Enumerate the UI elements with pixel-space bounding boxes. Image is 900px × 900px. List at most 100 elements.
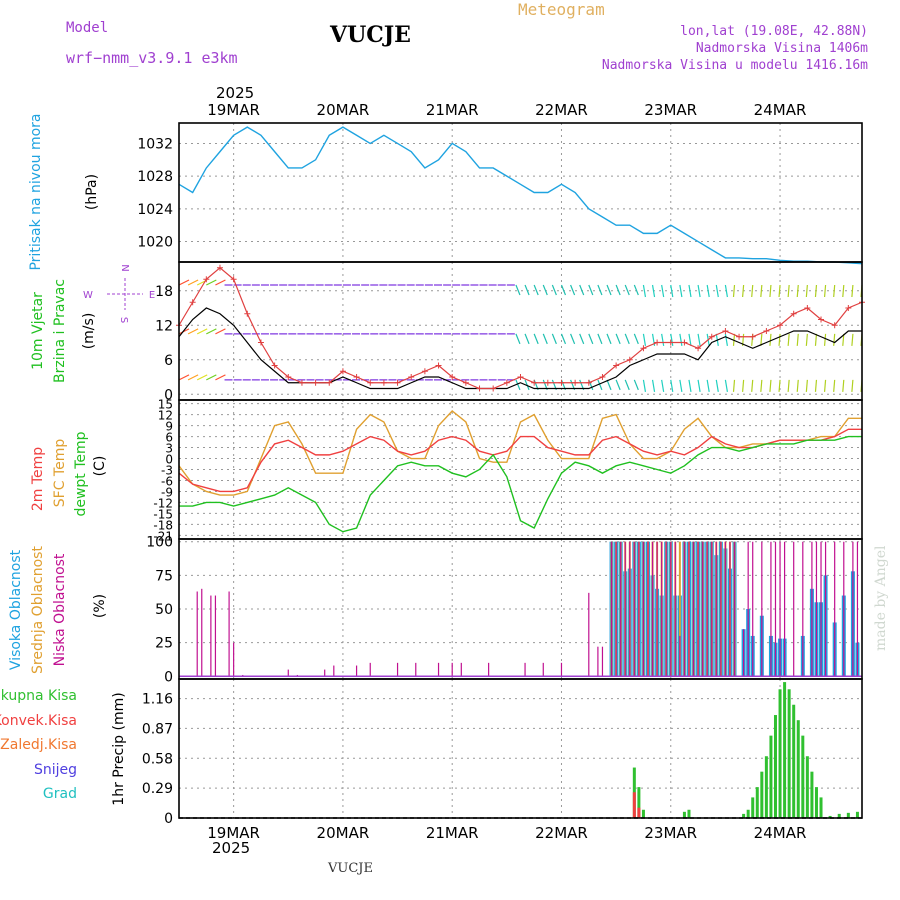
wind-speed-marker-26	[531, 379, 538, 386]
precip-total-bar-19	[805, 756, 809, 818]
ytick-label-wind-2: 12	[155, 318, 173, 334]
wind-speed-marker-25	[517, 374, 524, 380]
wind-vector-0-146	[842, 379, 845, 392]
wind-vector-2-78	[533, 284, 539, 296]
wind-vector-1-88	[579, 333, 585, 345]
precip-total-bar-2	[641, 809, 645, 818]
wind-speed-marker-38	[695, 345, 702, 352]
wind-vector-2-126	[751, 284, 754, 298]
precip-total-bar-14	[783, 682, 787, 818]
wind-speed-marker-14	[367, 379, 374, 386]
precip-total-bar-13	[778, 689, 782, 818]
wind-vector-2-114	[697, 284, 701, 298]
wind-vector-2-138	[805, 284, 808, 298]
wind-vector-0-128	[760, 379, 763, 392]
station-title: VUCJE	[330, 22, 411, 48]
wind-vector-2-116	[706, 284, 710, 298]
wind-speed-marker-4	[230, 276, 237, 283]
wind-vector-0-126	[751, 379, 754, 392]
wind-speed-marker-24	[503, 379, 510, 386]
precip-total-bar-4	[687, 809, 691, 818]
wind-vector-2-110	[679, 284, 683, 298]
wind-speed-marker-42	[749, 333, 756, 340]
cloud-high-axis-label: Visoka Oblacnost	[8, 549, 24, 670]
precip-total-bar-5	[742, 813, 746, 818]
wind-speed-marker-1	[189, 299, 196, 306]
wind-vector-2-96	[615, 284, 621, 296]
wind-speed-marker-9	[298, 379, 305, 386]
precip-axis-label: 1hr Precip (mm)	[111, 692, 127, 805]
wind-vector-0-120	[724, 379, 728, 392]
wind-vector-0-2	[187, 374, 199, 381]
precip-total-bar-6	[746, 809, 750, 818]
cloud-mid-bar-40	[678, 541, 681, 677]
wind-speed-marker-32	[613, 362, 620, 369]
ytick-label-pressure-1: 1024	[137, 202, 173, 218]
wind-vector-2-104	[651, 284, 656, 298]
panel-frame-precip	[178, 678, 863, 819]
sfc-temp-line	[178, 410, 862, 496]
wind-vector-1-90	[588, 333, 594, 345]
compass-cross	[107, 278, 143, 310]
wind-vector-1-106	[661, 333, 665, 346]
wind-speed-marker-44	[777, 322, 784, 329]
precip-total-bar-17	[796, 720, 800, 818]
wind-vector-2-98	[624, 284, 630, 296]
wind-vector-1-112	[688, 333, 692, 346]
wind-vector-1-6	[206, 328, 217, 335]
precip-total-bar-21	[814, 787, 818, 818]
precip-total-bar-25	[846, 812, 850, 818]
ytick-label-pressure-0: 1020	[137, 235, 173, 251]
ytick-label-pressure-3: 1032	[137, 136, 173, 152]
compass-west: W	[83, 290, 93, 301]
date-label-bottom-1: 20MAR	[317, 824, 370, 842]
wind-vector-2-84	[560, 284, 567, 296]
wind-vector-0-124	[742, 379, 745, 392]
wind-vector-0-90	[588, 379, 594, 391]
wind-vector-0-96	[615, 379, 621, 391]
wind-speed-marker-20	[449, 374, 456, 380]
wind-speed-marker-37	[681, 339, 688, 346]
wind-vector-0-0	[178, 374, 190, 381]
precip-total-bar-1	[637, 787, 641, 818]
wind-speed-marker-23	[490, 385, 497, 392]
date-label-bottom-5: 24MAR	[754, 824, 807, 842]
date-label-top-5: 24MAR	[754, 101, 807, 119]
wind-speed-marker-18	[421, 368, 428, 375]
precip-total-bar-26	[855, 811, 859, 818]
wind-speed-marker-34	[640, 345, 647, 352]
compass-east: E	[149, 290, 155, 301]
compass-north: N	[119, 264, 130, 271]
ytick-label-precip-2: 0.58	[142, 751, 173, 767]
wind-speed-marker-36	[667, 339, 674, 346]
year-bottom: 2025	[212, 839, 251, 857]
wind-vector-1-134	[787, 333, 790, 346]
wind-speed-marker-17	[408, 374, 415, 380]
wind-vector-1-142	[823, 333, 827, 346]
wind-speed-marker-8	[285, 374, 292, 380]
wind-speed-marker-6	[257, 339, 264, 346]
ytick-label-precip-1: 0.29	[142, 781, 173, 797]
precip-conv-bar-1	[637, 807, 641, 818]
wind-vector-2-2	[187, 279, 199, 286]
sfc-temp-axis-label: SFC Temp	[52, 439, 68, 508]
ytick-label-temperature-9: 6	[165, 431, 173, 445]
wind-vector-2-94	[606, 284, 612, 296]
precip-total-bar-20	[810, 771, 814, 818]
wind-speed-marker-27	[544, 379, 551, 386]
wind-speed-marker-28	[558, 379, 565, 386]
wind-vector-1-102	[642, 333, 647, 346]
wind-vector-2-132	[778, 284, 781, 298]
wind-vector-0-102	[642, 379, 647, 392]
wind-vector-1-78	[533, 333, 539, 345]
wind-unit-label: (m/s)	[81, 313, 97, 350]
wind-speed-marker-47	[818, 316, 825, 323]
wind-vector-1-98	[624, 333, 630, 345]
wind-vector-0-130	[769, 379, 772, 392]
ytick-label-temperature-10: 9	[165, 420, 173, 434]
wind-speed-marker-7	[271, 362, 278, 369]
wind-vector-1-110	[679, 333, 683, 346]
ytick-label-pressure-2: 1028	[137, 169, 173, 185]
ytick-label-temperature-11: 12	[158, 409, 173, 423]
wind-vector-2-142	[823, 284, 827, 298]
